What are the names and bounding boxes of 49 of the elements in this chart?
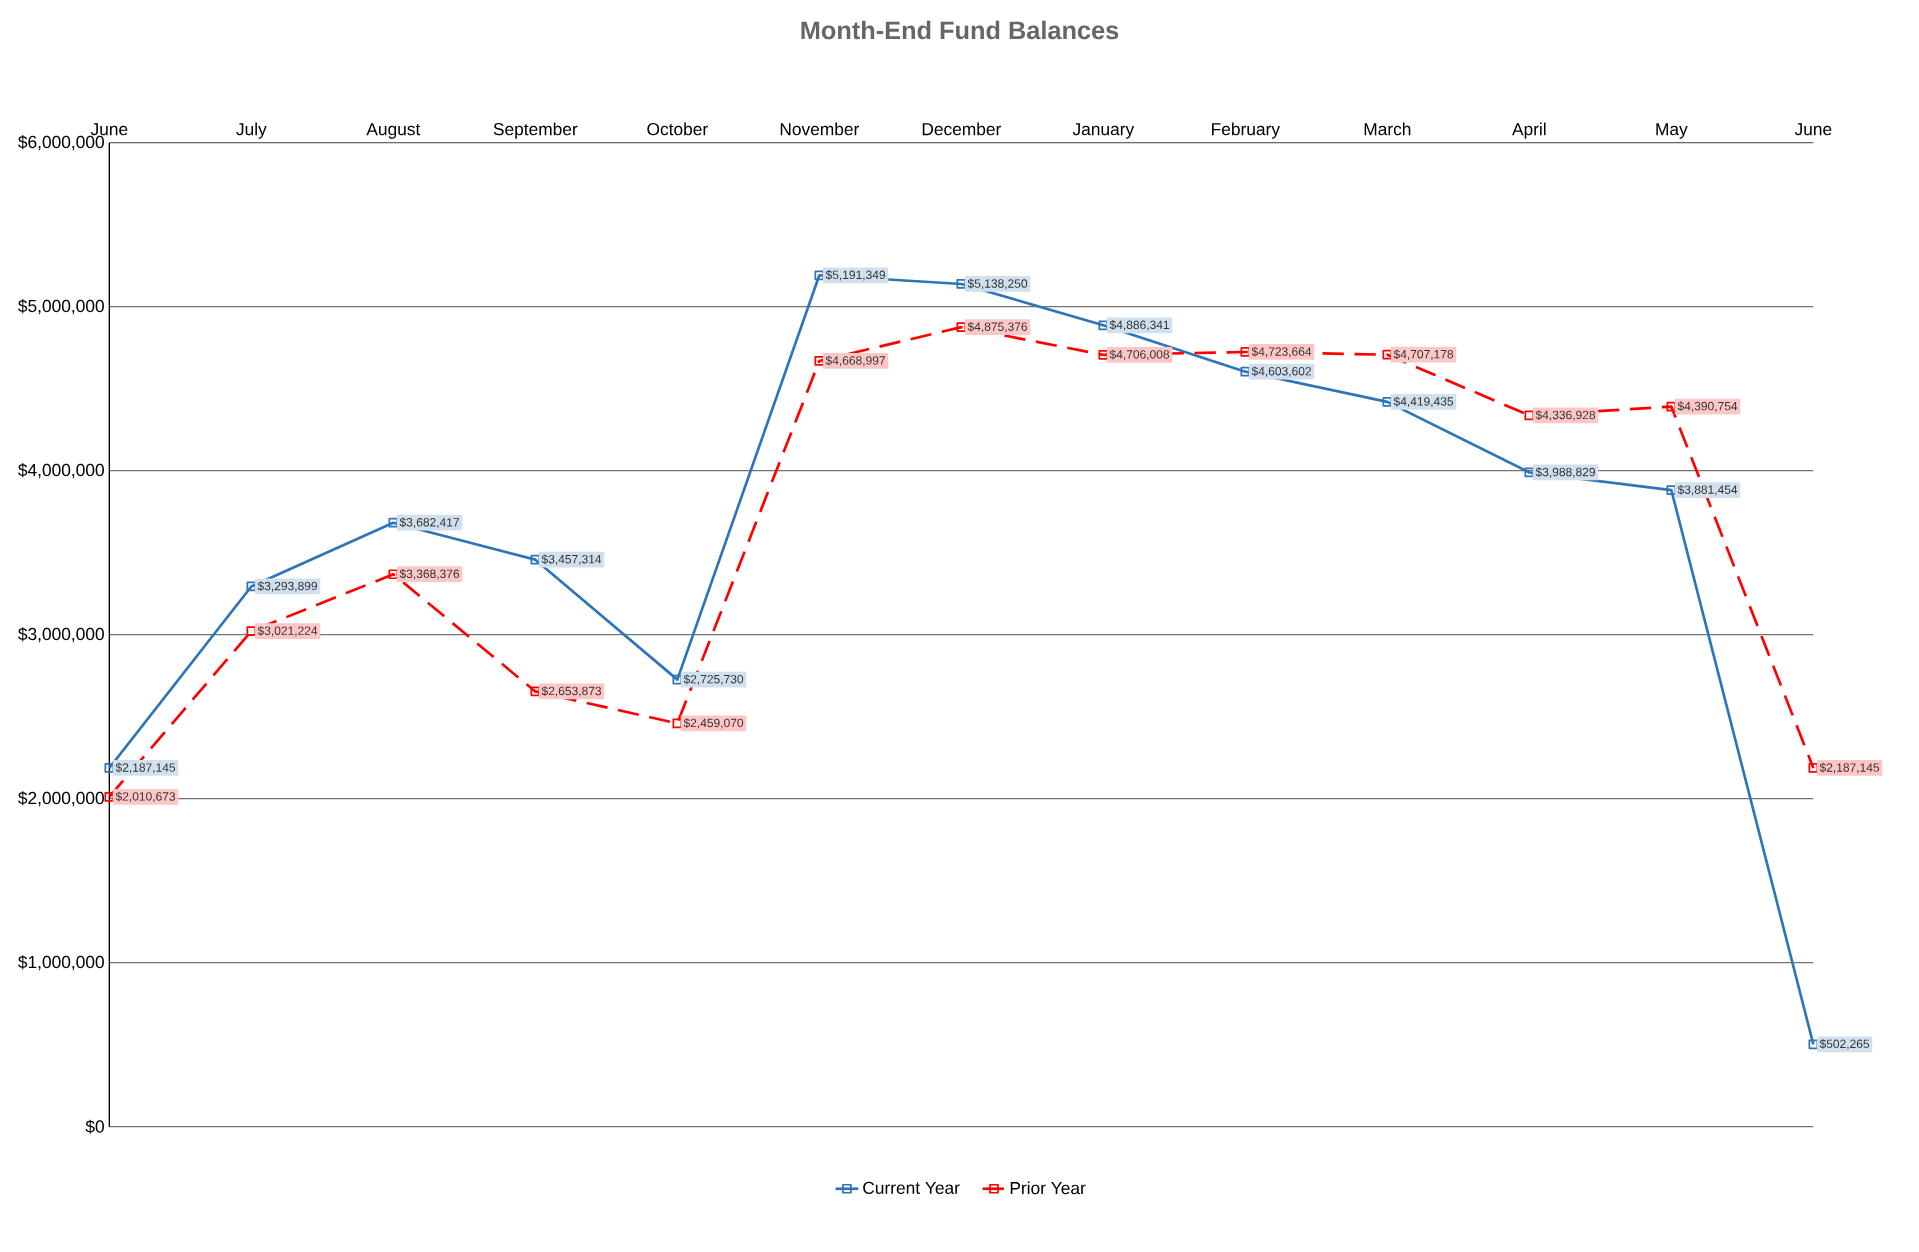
data-label: $4,886,341 bbox=[1109, 320, 1169, 331]
legend-label: Current Year bbox=[863, 1181, 960, 1194]
data-label: $3,988,829 bbox=[1535, 467, 1596, 478]
x-tick-label: June bbox=[90, 123, 128, 136]
data-label: $3,021,224 bbox=[257, 625, 318, 637]
data-label: $4,390,754 bbox=[1677, 401, 1738, 412]
y-tick-label: $2,000,000 bbox=[18, 791, 104, 807]
data-label: $4,336,928 bbox=[1535, 410, 1596, 421]
y-tick-label: $1,000,000 bbox=[18, 955, 104, 971]
data-label: $5,138,250 bbox=[967, 278, 1028, 290]
data-label: $2,653,873 bbox=[541, 686, 602, 697]
data-label: $4,723,664 bbox=[1251, 346, 1312, 358]
x-tick-label: April bbox=[1512, 122, 1546, 139]
data-label: $3,682,417 bbox=[399, 517, 459, 528]
data-label: $4,419,435 bbox=[1393, 396, 1454, 408]
chart-title: Month-End Fund Balances bbox=[801, 20, 1119, 40]
y-tick-label: $4,000,000 bbox=[18, 463, 104, 479]
legend-label: Prior Year bbox=[1010, 1181, 1086, 1195]
data-label: $3,881,454 bbox=[1677, 484, 1738, 496]
x-tick-label: June bbox=[1794, 123, 1832, 136]
data-label: $4,707,178 bbox=[1393, 349, 1454, 360]
x-tick-label: November bbox=[780, 122, 860, 136]
data-label: $2,725,730 bbox=[683, 674, 744, 685]
data-label: $5,191,349 bbox=[825, 270, 886, 281]
data-label: $3,457,314 bbox=[541, 554, 602, 565]
data-label: $4,603,602 bbox=[1251, 366, 1311, 377]
x-tick-label: March bbox=[1364, 122, 1411, 136]
data-label: $502,265 bbox=[1819, 1039, 1870, 1050]
data-label: $2,187,145 bbox=[1819, 762, 1880, 774]
data-label: $4,706,008 bbox=[1109, 349, 1170, 361]
y-tick-label: $5,000,000 bbox=[18, 299, 104, 315]
data-label: $2,459,070 bbox=[683, 718, 744, 729]
data-label: $4,875,376 bbox=[967, 321, 1028, 333]
y-tick-label: $3,000,000 bbox=[18, 627, 104, 643]
data-label: $2,010,673 bbox=[115, 791, 176, 803]
x-tick-label: August bbox=[366, 123, 421, 139]
data-label: $3,368,376 bbox=[399, 569, 460, 580]
x-tick-label: May bbox=[1656, 123, 1688, 139]
data-label: $3,293,899 bbox=[257, 581, 318, 592]
x-tick-label: February bbox=[1212, 122, 1280, 139]
y-tick-label: $6,000,000 bbox=[18, 135, 104, 151]
x-tick-label: October bbox=[647, 122, 708, 136]
x-tick-label: January bbox=[1072, 123, 1135, 139]
data-label: $4,668,997 bbox=[825, 355, 885, 367]
data-label: $2,187,145 bbox=[115, 762, 176, 774]
y-tick-label: $0 bbox=[85, 1119, 104, 1134]
x-tick-label: September bbox=[493, 122, 578, 139]
x-tick-label: December bbox=[922, 122, 1002, 136]
x-tick-label: July bbox=[236, 122, 267, 139]
